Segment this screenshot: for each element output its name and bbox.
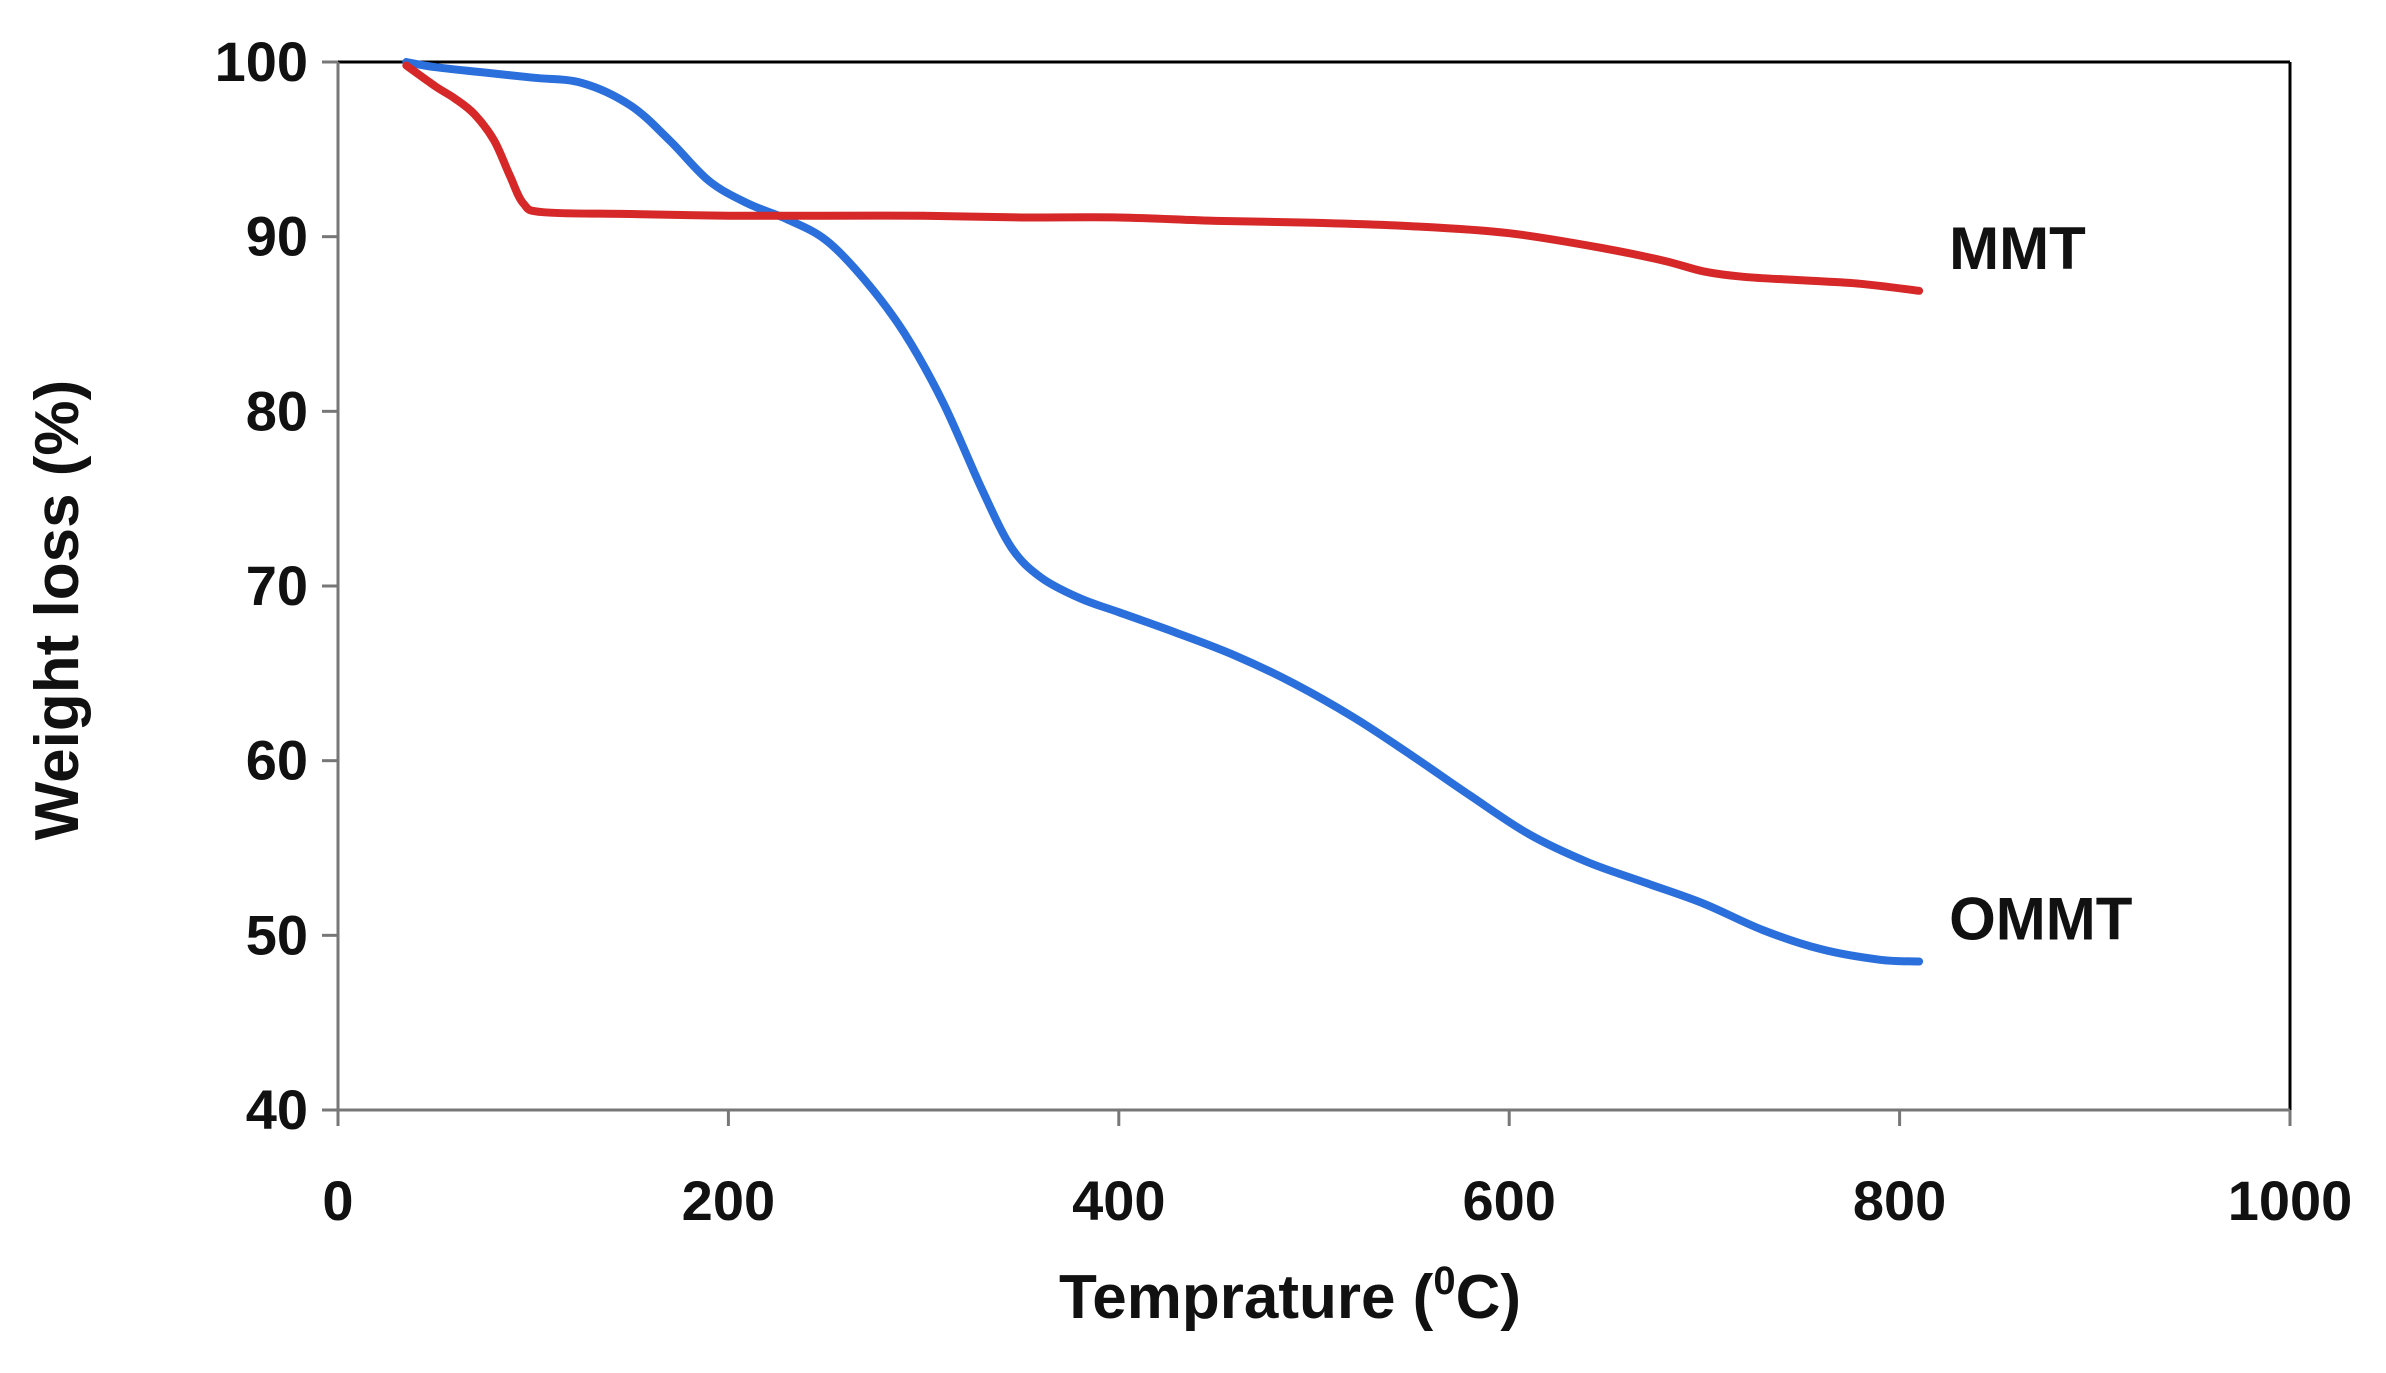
series-label-mmt: MMT (1949, 215, 2086, 282)
y-tick-label: 90 (246, 205, 308, 268)
series-label-ommt: OMMT (1949, 886, 2132, 953)
y-tick-label: 100 (215, 30, 308, 93)
x-axis-title-unit: C) (1456, 1263, 1521, 1332)
series-line-ommt (402, 58, 1924, 966)
series-line-mmt (402, 61, 1924, 295)
x-tick-label: 0 (322, 1169, 353, 1232)
y-tick-label: 70 (246, 554, 308, 617)
x-tick-label: 200 (682, 1169, 775, 1232)
x-axis-title-main: Temprature ( (1059, 1263, 1434, 1332)
y-tick-label: 60 (246, 729, 308, 792)
series-labels: MMT OMMT (1949, 215, 2132, 953)
x-axis-title: Temprature (0C) (1059, 1259, 1521, 1332)
y-tick-label: 50 (246, 903, 308, 966)
series-layer (402, 58, 1924, 966)
x-tick-label: 800 (1853, 1169, 1946, 1232)
y-axis-title: Weight loss (%) (23, 380, 92, 840)
x-tick-label: 1000 (2228, 1169, 2353, 1232)
y-tick-label: 40 (246, 1078, 308, 1141)
x-axis-title-superscript: 0 (1433, 1259, 1455, 1303)
y-tick-label: 80 (246, 379, 308, 442)
x-axis-ticks: 0 200 400 600 800 1000 (322, 1110, 2352, 1232)
x-tick-label: 400 (1072, 1169, 1165, 1232)
x-tick-label: 600 (1462, 1169, 1555, 1232)
y-axis-ticks: 40 50 60 70 80 90 100 (215, 30, 338, 1141)
